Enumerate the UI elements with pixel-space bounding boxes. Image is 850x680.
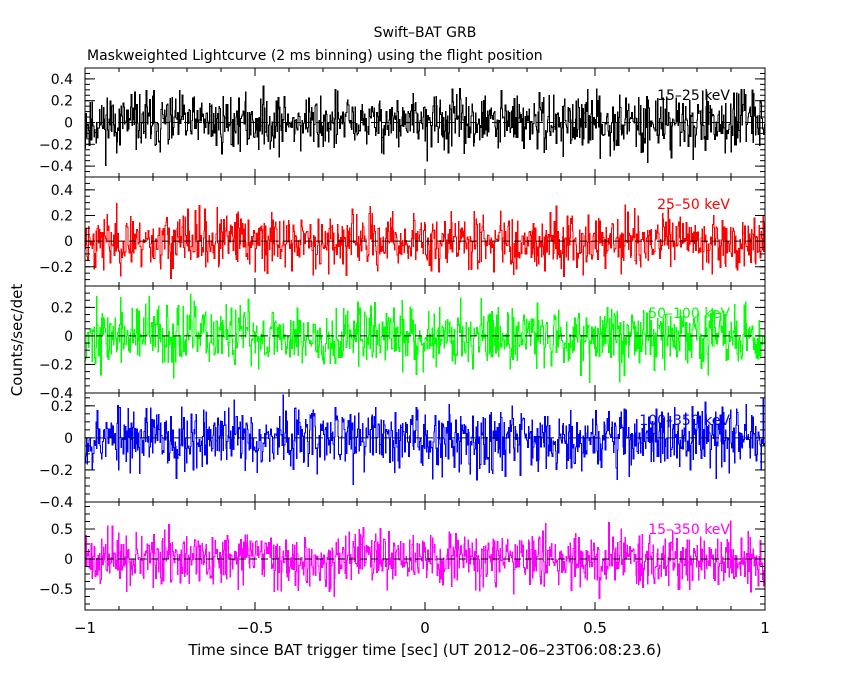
panel-4: −0.4 −0.2 0 0.2 100–350 keV bbox=[39, 392, 766, 511]
y-tick-label: 0.2 bbox=[51, 300, 73, 316]
y-tick-label: 0 bbox=[64, 116, 73, 132]
panel-3-band-label: 50–100 keV bbox=[648, 306, 730, 322]
y-tick-label: 0.5 bbox=[51, 522, 73, 538]
x-tick-label: 1 bbox=[760, 619, 770, 637]
x-tick-label: −1 bbox=[74, 619, 96, 637]
panel-5-series-line bbox=[85, 520, 765, 600]
x-tick-label: 0 bbox=[420, 619, 430, 637]
panel-5: −0.5 0 0.5 15–350 keV bbox=[39, 501, 766, 611]
panel-1-band-label: 15–25 keV bbox=[657, 88, 730, 104]
panel-stack: −0.4 −0.2 0 0.2 0.4 15–25 keV −0.2 0 0.2 0.4 25–50… bbox=[39, 67, 766, 611]
chart-subtitle: Maskweighted Lightcurve (2 ms binning) u… bbox=[87, 48, 543, 64]
y-tick-label: 0.4 bbox=[51, 183, 73, 199]
panel-2-band-label: 25–50 keV bbox=[657, 197, 730, 213]
panel-3: −0.4 −0.2 0 0.2 50–100 keV bbox=[39, 285, 766, 402]
y-tick-label: 0 bbox=[64, 329, 73, 345]
x-axis-label: Time since BAT trigger time [sec] (UT 20… bbox=[187, 641, 661, 659]
y-tick-label: 0.2 bbox=[51, 208, 73, 224]
y-axis-label: Counts/sec/det bbox=[8, 284, 26, 397]
y-tick-label: −0.5 bbox=[39, 582, 73, 598]
x-axis: −1 −0.5 0 0.5 1 bbox=[74, 619, 770, 637]
panel-2-series-line bbox=[85, 202, 765, 279]
y-tick-label: −0.2 bbox=[39, 260, 73, 276]
panel-1: −0.4 −0.2 0 0.2 0.4 15–25 keV bbox=[39, 67, 766, 178]
y-tick-label: 0.2 bbox=[51, 94, 73, 110]
panel-4-series-line bbox=[85, 394, 765, 486]
y-tick-label: −0.2 bbox=[39, 357, 73, 373]
y-tick-label: 0.2 bbox=[51, 399, 73, 415]
y-tick-label: −0.4 bbox=[39, 386, 73, 402]
x-tick-label: −0.5 bbox=[237, 619, 273, 637]
y-tick-label: −0.4 bbox=[39, 159, 73, 175]
panel-1-series-line bbox=[85, 85, 765, 166]
panel-5-band-label: 15–350 keV bbox=[648, 522, 730, 538]
y-tick-label: 0 bbox=[64, 431, 73, 447]
y-tick-label: −0.4 bbox=[39, 495, 73, 511]
panel-4-band-label: 100–350 keV bbox=[639, 413, 730, 429]
y-tick-label: 0 bbox=[64, 234, 73, 250]
y-tick-label: −0.2 bbox=[39, 463, 73, 479]
y-tick-label: 0.4 bbox=[51, 72, 73, 88]
x-tick-label: 0.5 bbox=[583, 619, 607, 637]
chart-title: Swift–BAT GRB bbox=[374, 25, 477, 41]
y-tick-label: −0.2 bbox=[39, 137, 73, 153]
panel-3-series-line bbox=[85, 293, 765, 384]
y-tick-label: 0 bbox=[64, 552, 73, 568]
panel-2: −0.2 0 0.2 0.4 25–50 keV bbox=[39, 176, 766, 287]
